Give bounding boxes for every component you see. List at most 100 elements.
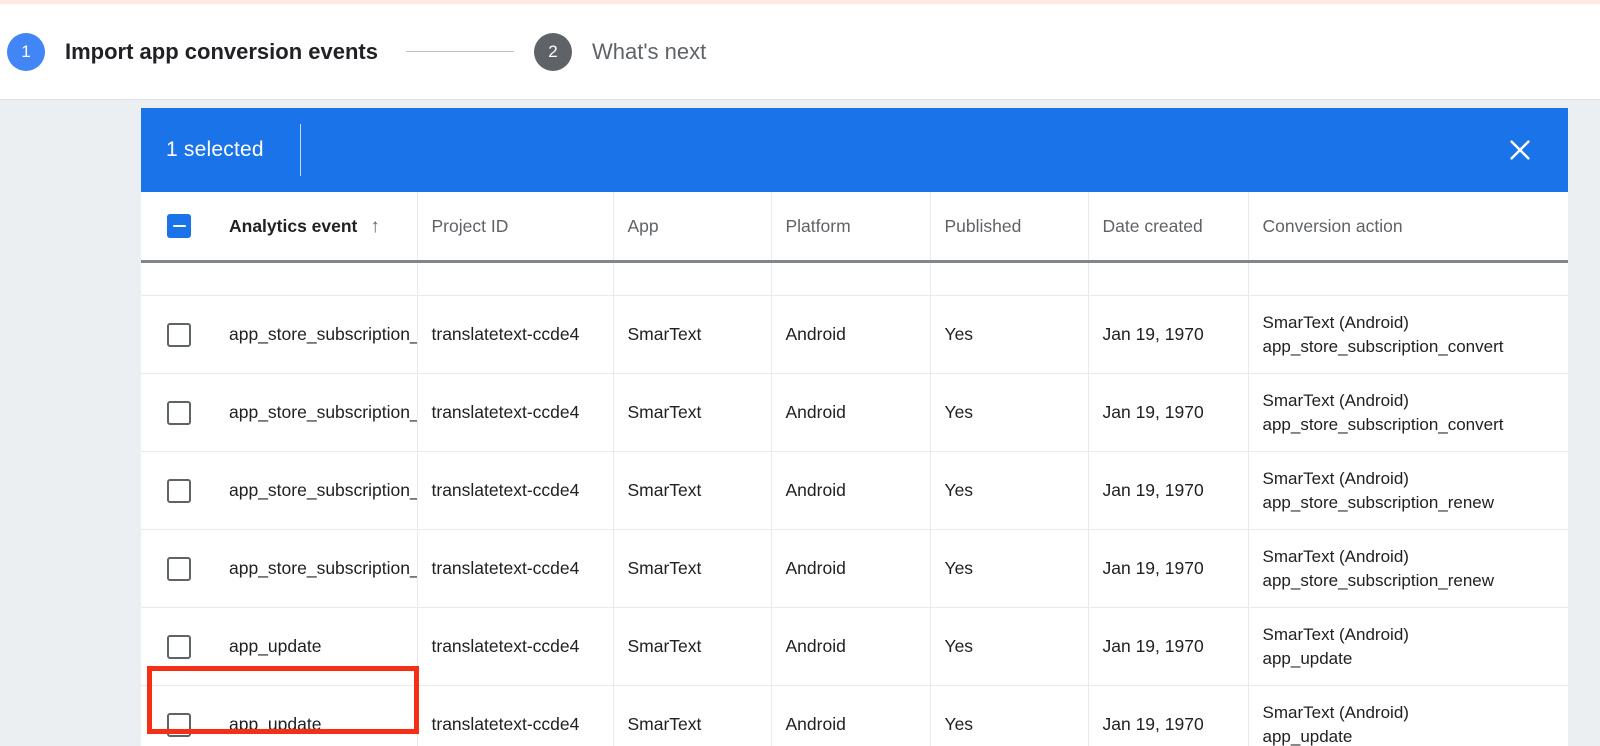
table-row[interactable]: app_store_subscription_converttranslatet… [141, 373, 1568, 452]
cell-platform: Android [771, 373, 931, 452]
cell-analytics-event: app_store_subscription_convert [229, 295, 418, 374]
row-checkbox-cell[interactable] [141, 529, 229, 608]
cell-app: SmarText [613, 295, 772, 374]
cell-project-id: translatetext-ccde4 [417, 607, 614, 686]
partial-cell-event [229, 261, 418, 296]
table-row[interactable]: app_store_subscription_renewtranslatetex… [141, 451, 1568, 530]
cell-project-id: translatetext-ccde4 [417, 373, 614, 452]
cell-app: SmarText [613, 373, 772, 452]
row-checkbox[interactable] [167, 556, 191, 581]
cell-conversion-action: SmarText (Android) app_store_subscription… [1248, 451, 1568, 530]
stepper-step-1[interactable]: 1 Import app conversion events [0, 32, 378, 71]
cell-date-created: Jan 19, 1970 [1088, 373, 1249, 452]
cell-published: Yes [930, 451, 1089, 530]
partial-cell-date [1088, 261, 1249, 296]
column-header-analytics-event-label: Analytics event [229, 215, 358, 236]
stepper-step-2[interactable]: 2 What's next [533, 32, 706, 71]
table-row[interactable]: app_update translatetext-ccde4 SmarText And… [141, 607, 1568, 686]
row-checkbox-cell[interactable] [141, 295, 229, 374]
row-checkbox-cell[interactable] [141, 685, 229, 746]
partial-cell-checkbox [141, 261, 229, 296]
wizard-stepper: 1 Import app conversion events 2 What's … [0, 4, 1600, 100]
cell-conversion-action: SmarText (Android) app_store_subscription… [1248, 373, 1568, 452]
conversion-action-event: app_store_subscription_renew [1262, 570, 1495, 590]
cell-date-created: Jan 19, 1970 [1088, 295, 1249, 374]
row-checkbox[interactable] [167, 400, 191, 425]
column-header-published[interactable]: Published [930, 192, 1089, 263]
cell-analytics-event: app_store_subscription_convert [229, 373, 418, 452]
cell-app: SmarText [613, 607, 772, 686]
cell-date-created: Jan 19, 1970 [1088, 685, 1249, 746]
selection-toolbar: 1 selected [141, 108, 1568, 192]
partial-cell-app [613, 261, 772, 296]
analytics-events-table: Analytics event ↑ Project ID App Platfor… [141, 192, 1568, 746]
close-icon [1507, 137, 1533, 163]
cell-project-id: translatetext-ccde4 [417, 685, 614, 746]
partial-cell-conversion [1248, 261, 1568, 296]
partial-cell-published [930, 261, 1089, 296]
row-checkbox[interactable] [167, 322, 191, 347]
cell-published: Yes [930, 373, 1089, 452]
column-header-app[interactable]: App [613, 192, 772, 263]
cell-analytics-event: app_update [229, 685, 418, 746]
cell-platform: Android [771, 295, 931, 374]
row-checkbox[interactable] [167, 478, 191, 503]
cell-platform: Android [771, 685, 931, 746]
column-header-date-created[interactable]: Date created [1088, 192, 1249, 263]
cell-app: SmarText [613, 529, 772, 608]
cell-app: SmarText [613, 451, 772, 530]
step-2-number: 2 [533, 32, 572, 71]
cell-published: Yes [930, 685, 1089, 746]
row-checkbox[interactable] [167, 634, 191, 659]
cell-published: Yes [930, 607, 1089, 686]
table-row[interactable]: app_store_subscription_converttranslatet… [141, 295, 1568, 374]
table-header: Analytics event ↑ Project ID App Platfor… [141, 192, 1568, 263]
cell-date-created: Jan 19, 1970 [1088, 529, 1249, 608]
column-header-analytics-event[interactable]: Analytics event ↑ [229, 192, 418, 263]
toolbar-divider [299, 124, 301, 176]
conversion-action-name: SmarText (Android) [1262, 391, 1409, 411]
table-row[interactable]: app_update translatetext-ccde4 SmarText And… [141, 685, 1568, 746]
column-header-conversion-action[interactable]: Conversion action [1248, 192, 1568, 263]
close-selection-button[interactable] [1500, 130, 1540, 170]
cell-date-created: Jan 19, 1970 [1088, 451, 1249, 530]
table-header-row: Analytics event ↑ Project ID App Platfor… [141, 192, 1568, 263]
row-checkbox-cell[interactable] [141, 451, 229, 530]
top-accent-line [0, 0, 1600, 4]
cell-conversion-action: SmarText (Android) app_store_subscription… [1248, 529, 1568, 608]
row-checkbox-cell[interactable] [141, 607, 229, 686]
conversion-action-name: SmarText (Android) [1262, 547, 1409, 567]
cell-conversion-action: SmarText (Android) app_update [1248, 607, 1568, 686]
table-row[interactable]: app_store_subscription_renewtranslatetex… [141, 529, 1568, 608]
conversion-action-name: SmarText (Android) [1262, 625, 1409, 645]
arrow-up-icon: ↑ [370, 215, 380, 237]
cell-published: Yes [930, 295, 1089, 374]
cell-platform: Android [771, 607, 931, 686]
column-header-platform[interactable]: Platform [771, 192, 931, 263]
step-1-number: 1 [7, 32, 45, 71]
table-body: app_store_subscription_converttranslatet… [141, 261, 1568, 746]
row-checkbox-cell[interactable] [141, 373, 229, 452]
row-checkbox[interactable] [167, 712, 191, 737]
cell-analytics-event: app_update [229, 607, 418, 686]
cell-analytics-event: app_store_subscription_renew [229, 451, 418, 530]
conversion-action-event: app_store_subscription_convert [1262, 414, 1504, 434]
cell-project-id: translatetext-ccde4 [417, 295, 614, 374]
cell-conversion-action: SmarText (Android) app_store_subscription… [1248, 295, 1568, 374]
cell-project-id: translatetext-ccde4 [417, 451, 614, 530]
select-all-header-cell [141, 192, 229, 263]
conversion-action-name: SmarText (Android) [1262, 469, 1409, 489]
cell-platform: Android [771, 529, 931, 608]
cell-analytics-event: app_store_subscription_renew [229, 529, 418, 608]
events-table-card: 1 selected [141, 108, 1568, 746]
cell-project-id: translatetext-ccde4 [417, 529, 614, 608]
conversion-action-name: SmarText (Android) [1262, 703, 1409, 723]
step-1-label: Import app conversion events [65, 38, 378, 64]
table-row-partial-top [141, 261, 1568, 296]
cell-published: Yes [930, 529, 1089, 608]
cell-conversion-action: SmarText (Android) app_update [1248, 685, 1568, 746]
stepper-connector [405, 51, 514, 52]
select-all-checkbox[interactable] [167, 214, 191, 238]
cell-platform: Android [771, 451, 931, 530]
column-header-project-id[interactable]: Project ID [417, 192, 614, 263]
